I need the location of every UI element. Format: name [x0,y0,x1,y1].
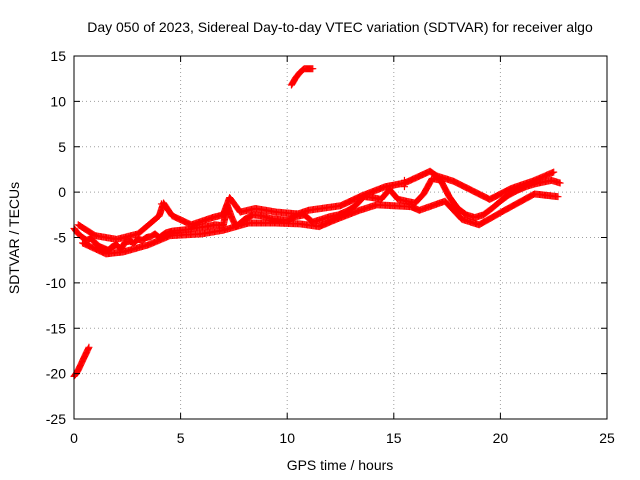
y-tick-label: -10 [46,275,66,291]
x-tick-label: 20 [493,430,509,446]
data-point [556,179,564,187]
series-5 [157,176,408,208]
y-tick-label: -20 [46,366,66,382]
x-tick-label: 0 [70,430,78,446]
series-1 [74,167,558,243]
data-point [400,176,408,184]
x-tick-label: 15 [386,430,402,446]
data-marks [70,65,564,380]
y-tick-label: 15 [50,48,66,64]
data-point [85,343,93,351]
y-tick-label: 5 [58,139,66,155]
y-tick-label: -25 [46,411,66,427]
y-axis-label: SDTVAR / TECUs [6,182,22,294]
y-tick-label: -5 [54,230,67,246]
y-tick-label: 10 [50,93,66,109]
data-point [554,193,562,201]
x-tick-label: 10 [279,430,295,446]
chart-title: Day 050 of 2023, Sidereal Day-to-day VTE… [87,19,593,35]
x-axis-label: GPS time / hours [287,457,394,473]
y-tick-label: -15 [46,320,66,336]
data-point [550,168,558,176]
data-point [400,183,408,191]
x-tick-label: 5 [177,430,185,446]
x-tick-label: 25 [599,430,615,446]
series-2 [79,190,562,258]
ticks: 0 5 10 15 20 25 15 10 5 0 -5 -10 -15 -20 -25 [46,48,615,446]
series-3 [287,65,317,89]
data-point [309,65,317,73]
data-point [157,200,165,208]
y-tick-label: 0 [58,184,66,200]
